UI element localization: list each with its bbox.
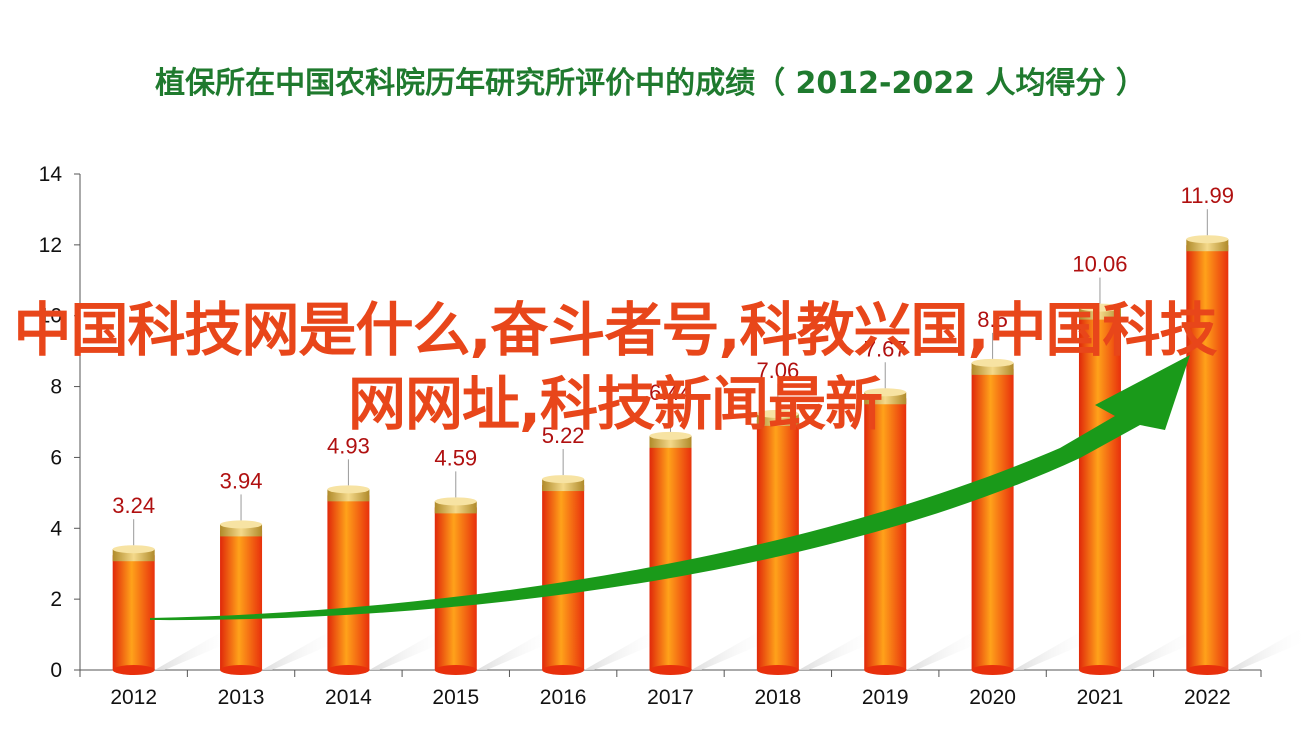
bar-base <box>864 665 907 675</box>
data-label: 3.24 <box>112 493 155 518</box>
x-tick-label: 2012 <box>110 686 157 709</box>
bar-base <box>971 665 1014 675</box>
bar-base <box>434 665 477 675</box>
bar-cap-top <box>327 485 370 494</box>
data-label: 5.22 <box>542 423 585 448</box>
bar-base <box>756 665 799 675</box>
bar-base <box>542 665 585 675</box>
y-tick-label: 8 <box>50 376 62 399</box>
bar-shadow <box>691 630 772 670</box>
bar-cap-top <box>434 497 477 506</box>
bar-shadow <box>1013 630 1094 670</box>
data-label: 6.44 <box>649 380 692 405</box>
bar-shadow <box>369 630 450 670</box>
x-tick-label: 2013 <box>218 686 265 709</box>
overlay-headline: 中国科技网是什么,奋斗者号,科教兴国,中国科技网网址,科技新闻最新 <box>13 296 1217 438</box>
x-tick-label: 2022 <box>1184 686 1231 709</box>
data-label: 4.59 <box>434 445 477 470</box>
bar <box>434 507 477 670</box>
y-tick-label: 14 <box>39 163 63 186</box>
data-label: 7.67 <box>864 336 907 361</box>
y-tick-label: 10 <box>39 305 62 328</box>
bar-shadow <box>798 630 879 670</box>
data-label: 4.93 <box>327 433 370 458</box>
data-labels: 3.24 3.94 4.93 4.59 5.22 6.44 7.06 7.67 8.5 10.06… <box>112 183 1234 546</box>
trend-arrow-shape <box>150 355 1190 621</box>
trend-arrow <box>150 355 1190 621</box>
y-tick-label: 6 <box>50 446 62 469</box>
bar-base <box>220 665 263 675</box>
bar <box>1078 313 1121 670</box>
bar-cap-top <box>112 545 155 554</box>
bar-cap-top <box>1078 303 1121 312</box>
bar-cap-top <box>971 358 1014 367</box>
bar-cap-top <box>756 409 799 418</box>
x-tick-label: 2020 <box>969 686 1016 709</box>
bar <box>971 368 1014 670</box>
x-tick-label: 2015 <box>432 686 479 709</box>
data-label: 7.06 <box>756 358 799 383</box>
bar-base <box>1186 665 1229 675</box>
bar-cap <box>434 501 477 514</box>
bar-shadow <box>476 630 557 670</box>
x-tick-label: 2014 <box>325 686 372 709</box>
x-tick-label: 2019 <box>862 686 909 709</box>
bars <box>112 235 1301 675</box>
bar <box>542 485 585 670</box>
bar <box>649 441 692 670</box>
bar-base <box>649 665 692 675</box>
bar-cap-top <box>1186 235 1229 244</box>
bar <box>112 555 155 670</box>
y-tick-label: 4 <box>50 517 62 540</box>
bar-shadow <box>154 630 235 670</box>
bar-shadow <box>906 630 987 670</box>
bar-cap-top <box>220 520 263 529</box>
bar <box>864 398 907 670</box>
bar <box>220 530 263 670</box>
bar-base <box>112 665 155 675</box>
data-label: 8.5 <box>977 307 1008 332</box>
bar-base <box>327 665 370 675</box>
chart-title: 植保所在中国农科院历年研究所评价中的成绩（ 2012-2022 人均得分 ） <box>155 66 1146 101</box>
bar-shadow <box>584 630 665 670</box>
data-label: 10.06 <box>1072 252 1127 277</box>
x-tick-label: 2018 <box>755 686 802 709</box>
bar-shadow <box>262 630 343 670</box>
bar-cap-top <box>864 388 907 397</box>
x-tick-label: 2021 <box>1077 686 1124 709</box>
bar-cap-top <box>542 475 585 484</box>
bar-cap-top <box>649 431 692 440</box>
y-tick-label: 0 <box>50 659 62 682</box>
bar-shadow <box>1228 630 1301 670</box>
bar-shadow <box>1120 630 1201 670</box>
bar <box>1186 245 1229 670</box>
data-label: 11.99 <box>1181 183 1234 208</box>
data-label: 3.94 <box>220 468 263 493</box>
x-tick-label: 2016 <box>540 686 587 709</box>
y-tick-label: 2 <box>50 588 62 611</box>
bar <box>327 495 370 670</box>
y-tick-label: 12 <box>39 234 62 257</box>
bar-base <box>1078 665 1121 675</box>
x-tick-label: 2017 <box>647 686 694 709</box>
